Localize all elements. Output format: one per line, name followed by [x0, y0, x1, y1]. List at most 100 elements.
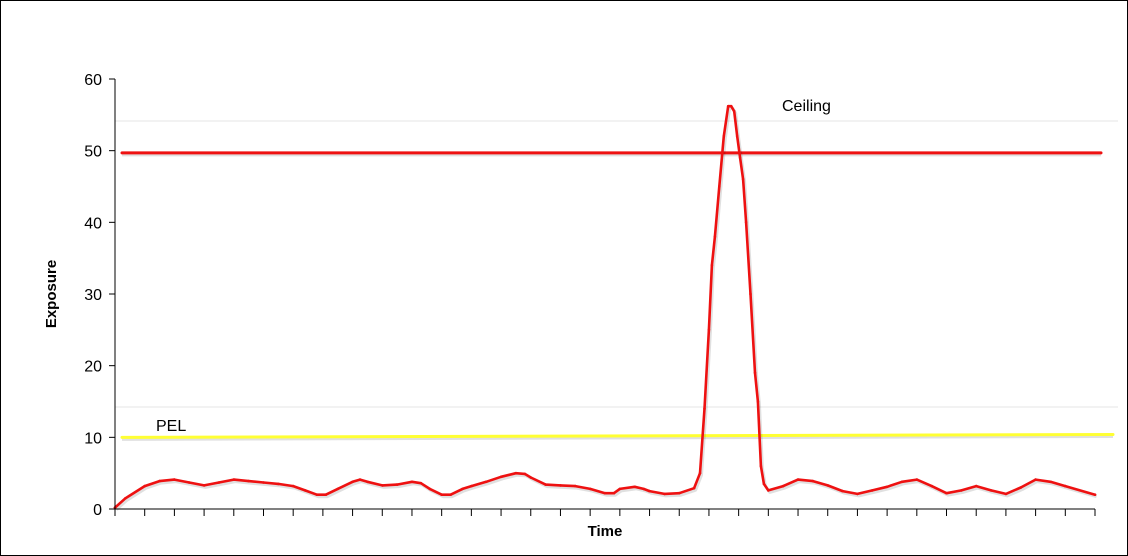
data-point — [529, 476, 533, 479]
y-tick-label: 0 — [93, 502, 102, 519]
data-point — [707, 328, 711, 332]
data-point — [247, 479, 250, 483]
data-point — [277, 482, 280, 486]
pel-label: PEL — [156, 418, 186, 435]
data-point — [749, 292, 752, 296]
y-tick-label: 10 — [84, 430, 102, 447]
data-point — [303, 489, 307, 492]
axes: 0 10 20 30 40 50 60 — [84, 72, 1096, 519]
reference-lines: Ceiling PEL — [120, 98, 1115, 441]
data-point — [735, 135, 739, 138]
data-point — [915, 478, 919, 481]
data-point — [351, 480, 354, 484]
data-point — [358, 478, 362, 481]
data-point — [514, 471, 518, 475]
y-tick-label: 30 — [84, 287, 102, 304]
data-point — [871, 489, 874, 492]
data-point — [648, 489, 651, 493]
data-point — [856, 492, 859, 496]
data-point — [1034, 478, 1037, 481]
grid-lines — [115, 120, 1118, 408]
data-point — [710, 264, 714, 267]
data-point — [677, 491, 681, 495]
data-point — [811, 479, 815, 483]
data-point — [885, 485, 889, 489]
data-point — [796, 478, 800, 481]
data-point — [974, 484, 978, 488]
data-point — [713, 235, 717, 238]
data-point — [588, 487, 592, 491]
data-point — [726, 104, 730, 108]
data-point — [663, 492, 666, 496]
series-line-1 — [113, 104, 1097, 509]
data-point — [703, 407, 706, 411]
data-point — [900, 480, 904, 484]
data-point — [767, 489, 770, 492]
data-point — [618, 487, 622, 491]
data-point — [291, 484, 295, 488]
data-point — [232, 478, 236, 481]
data-point — [781, 484, 785, 488]
data-point — [753, 371, 757, 375]
data-point — [729, 104, 733, 108]
ceiling-label: Ceiling — [782, 98, 831, 115]
data-point — [1093, 493, 1097, 497]
y-axis-title: Exposure — [43, 260, 60, 328]
data-point — [187, 481, 191, 484]
data-point — [395, 483, 399, 486]
data-point — [722, 135, 726, 138]
data-point — [336, 487, 340, 491]
data-point — [1019, 486, 1023, 489]
pel-line — [120, 432, 1115, 439]
data-point — [124, 497, 127, 500]
data-point — [366, 480, 369, 484]
x-axis-title: Time — [588, 523, 623, 540]
series-line-shadow — [115, 106, 1097, 511]
data-point — [217, 481, 221, 484]
data-point — [1049, 480, 1052, 484]
data-point — [756, 400, 760, 403]
data-point — [989, 489, 993, 492]
data-point — [523, 472, 527, 476]
data-point — [1004, 492, 1008, 496]
data-point — [960, 489, 963, 492]
data-point — [381, 484, 384, 487]
data-point — [642, 487, 645, 491]
data-point — [603, 491, 607, 495]
data-point — [158, 479, 161, 483]
data-point — [732, 110, 736, 113]
data-point — [826, 484, 829, 487]
y-tick-label: 60 — [84, 72, 102, 89]
data-point — [930, 484, 933, 488]
data-point — [262, 481, 265, 484]
y-tick-label: 20 — [84, 359, 102, 376]
y-tick-label: 40 — [84, 215, 102, 232]
data-point — [559, 484, 562, 487]
data-point — [544, 483, 547, 486]
pel-line-shadow — [121, 434, 1114, 441]
data-point — [718, 185, 721, 188]
data-point — [744, 221, 748, 224]
data-point — [633, 485, 636, 489]
data-point — [612, 491, 616, 495]
data-point — [440, 493, 444, 497]
series-layer — [113, 104, 1097, 511]
data-point — [574, 484, 577, 488]
data-point — [738, 156, 742, 160]
data-point — [173, 478, 176, 481]
data-point — [945, 491, 948, 495]
data-point — [315, 493, 319, 497]
data-point — [759, 464, 763, 468]
data-point — [419, 481, 423, 485]
data-point — [762, 482, 766, 486]
data-point — [410, 480, 414, 484]
data-point — [324, 493, 328, 497]
data-point — [841, 489, 844, 493]
data-point — [470, 484, 473, 488]
data-point — [143, 484, 146, 488]
data-point — [741, 178, 745, 181]
data-point — [692, 486, 696, 490]
data-point — [461, 487, 464, 491]
data-point — [428, 487, 432, 491]
